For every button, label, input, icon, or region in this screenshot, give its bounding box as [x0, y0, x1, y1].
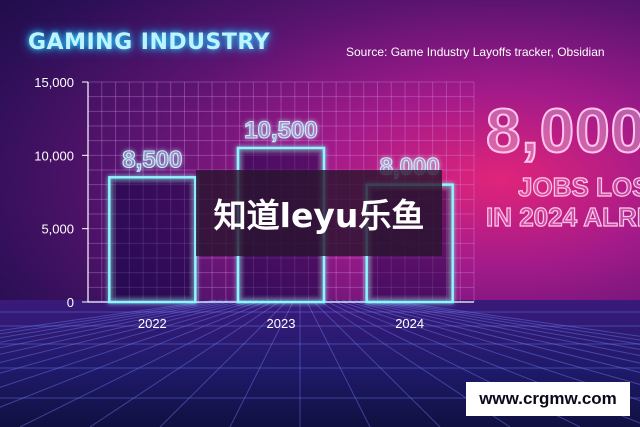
bar: [108, 176, 197, 304]
watermark-overlay: 知道leyu乐鱼: [196, 170, 442, 256]
floor-grid-line: [359, 299, 640, 357]
floor-grid-line: [0, 299, 259, 374]
floor-grid-line: [371, 299, 640, 345]
floor-grid-line: [305, 299, 371, 427]
floor-grid-line: [159, 299, 289, 427]
y-tick-label: 15,000: [34, 75, 74, 90]
floor-grid-line: [353, 299, 640, 364]
x-category-label: 2022: [138, 316, 167, 331]
y-tick-labels: 0 5,000 10,000 15,000: [34, 75, 88, 310]
y-tick-label: 0: [67, 295, 74, 310]
y-tick-label: 10,000: [34, 148, 74, 163]
floor-grid-line: [0, 299, 235, 343]
floor-grid-line: [89, 299, 283, 427]
callout-line-2: IN 2024 ALREADY: [486, 202, 640, 233]
floor-grid-line: [335, 299, 640, 402]
source-note: Source: Game Industry Layoffs tracker, O…: [346, 45, 605, 59]
floor-grid-line: [341, 299, 640, 385]
y-tick-label: 5,000: [41, 222, 74, 237]
floor-grid-line: [377, 299, 640, 341]
floor-grid-line: [383, 299, 640, 337]
url-badge[interactable]: www.crgmw.com: [466, 382, 630, 416]
x-category-labels: 2022 2023 2024: [138, 316, 424, 331]
floor-grid-line: [229, 299, 295, 427]
bar-value-label: 8,500: [122, 146, 182, 173]
bar-value-label: 10,500: [244, 117, 317, 144]
floor-grid-line: [0, 299, 217, 332]
floor-grid-line: [0, 299, 271, 408]
floor-grid-line: [0, 299, 229, 339]
callout-number: 8,000+: [486, 96, 640, 167]
floor-grid-line: [19, 299, 277, 427]
floor-grid-line: [311, 299, 441, 427]
floor-grid-line: [0, 299, 253, 364]
floor-grid-line: [0, 299, 247, 355]
x-category-label: 2024: [395, 316, 424, 331]
x-category-label: 2023: [267, 316, 296, 331]
floor-grid-line: [0, 299, 223, 335]
floor-grid-line: [0, 299, 241, 349]
floor-grid-line: [0, 299, 265, 388]
callout-line-1: JOBS LOST: [518, 172, 640, 203]
chart-title: GAMING INDUSTRY: [28, 30, 271, 55]
floor-grid-line: [347, 299, 640, 373]
floor-grid-line: [365, 299, 640, 350]
